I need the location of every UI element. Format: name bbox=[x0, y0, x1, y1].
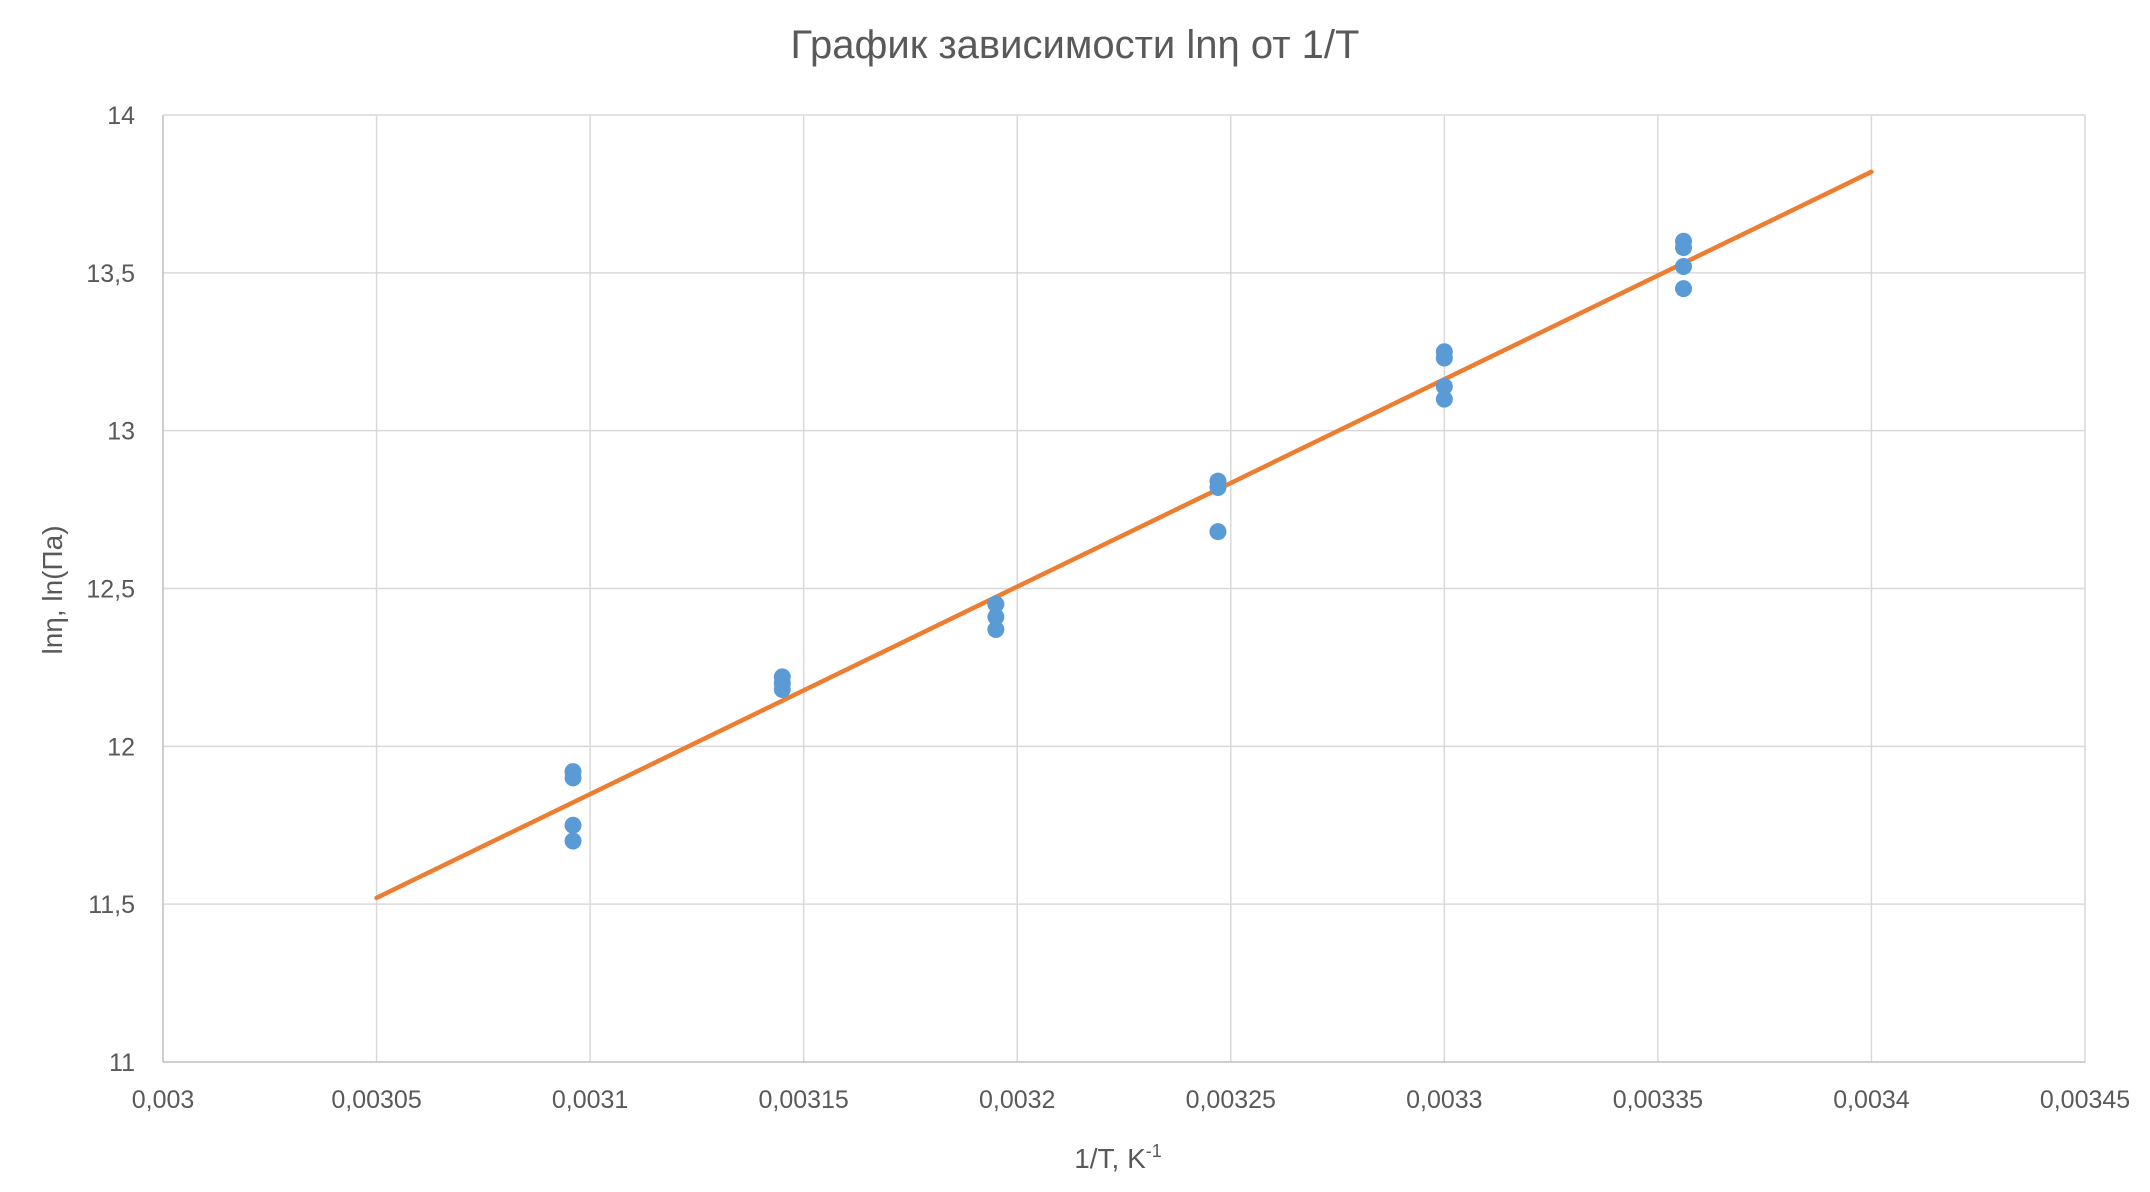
x-tick-label: 0,003 bbox=[132, 1086, 195, 1114]
x-tick-label: 0,00305 bbox=[331, 1086, 421, 1114]
x-axis-label-superscript: -1 bbox=[1146, 1141, 1162, 1161]
data-point bbox=[564, 832, 582, 850]
y-tick-label: 12 bbox=[107, 733, 135, 761]
x-tick-label: 0,0031 bbox=[552, 1086, 628, 1114]
gridlines bbox=[163, 114, 2086, 1062]
data-point bbox=[773, 681, 791, 699]
trendline-series bbox=[374, 169, 1874, 901]
y-tick-labels: 11 11,5 12 12,5 13 13,5 14 bbox=[86, 102, 135, 1077]
data-point bbox=[564, 769, 582, 787]
x-tick-labels: 0,003 0,00305 0,0031 0,00315 0,0032 0,00325 0,… bbox=[132, 1086, 2130, 1114]
chart-title: График зависимости lnη от 1/T bbox=[791, 23, 1360, 67]
data-point bbox=[1209, 523, 1227, 541]
x-axis-label-text: 1/T, K bbox=[1074, 1143, 1146, 1174]
y-tick-label: 13,5 bbox=[86, 260, 135, 288]
y-tick-label: 12,5 bbox=[86, 576, 135, 604]
data-point bbox=[987, 608, 1005, 626]
data-point bbox=[1675, 258, 1693, 276]
x-tick-label: 0,0033 bbox=[1406, 1086, 1482, 1114]
data-point bbox=[1435, 349, 1453, 367]
x-tick-label: 0,0032 bbox=[979, 1086, 1055, 1114]
x-tick-label: 0,00335 bbox=[1613, 1086, 1703, 1114]
data-point bbox=[1435, 377, 1453, 395]
data-point bbox=[1435, 390, 1453, 408]
data-point bbox=[987, 621, 1005, 639]
scatter-series bbox=[564, 232, 1693, 850]
data-point bbox=[987, 595, 1005, 613]
x-axis-label: 1/T, K-1 bbox=[1074, 1141, 1162, 1174]
x-tick-label: 0,00345 bbox=[2040, 1086, 2130, 1114]
y-tick-label: 11,5 bbox=[88, 891, 135, 919]
x-tick-label: 0,0034 bbox=[1833, 1086, 1910, 1114]
y-tick-label: 13 bbox=[107, 418, 135, 446]
x-tick-label: 0,00315 bbox=[758, 1086, 848, 1114]
data-point bbox=[1675, 239, 1693, 257]
data-point bbox=[564, 816, 582, 834]
x-tick-label: 0,00325 bbox=[1186, 1086, 1276, 1114]
trendline bbox=[374, 169, 1874, 901]
y-tick-label: 11 bbox=[109, 1049, 135, 1077]
y-tick-label: 14 bbox=[107, 102, 135, 130]
data-point bbox=[1675, 280, 1693, 298]
y-axis-label: lnη, ln(Па) bbox=[37, 525, 68, 654]
axes bbox=[162, 115, 2085, 1063]
data-point bbox=[1209, 478, 1227, 496]
